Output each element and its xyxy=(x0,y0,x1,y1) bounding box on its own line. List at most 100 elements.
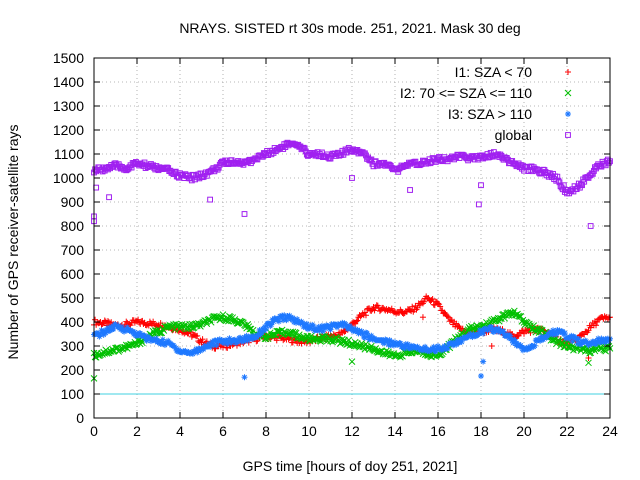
x-tick-label: 24 xyxy=(602,423,618,439)
x-tick-label: 12 xyxy=(344,423,360,439)
x-tick-label: 16 xyxy=(430,423,446,439)
data-point xyxy=(286,330,294,338)
data-point xyxy=(298,340,305,347)
x-axis-label: GPS time [hours of doy 251, 2021] xyxy=(243,458,458,474)
data-point xyxy=(274,328,282,335)
data-point xyxy=(361,309,368,316)
data-point xyxy=(357,313,364,320)
data-point xyxy=(156,329,163,337)
legend-marker xyxy=(565,111,571,117)
y-axis-label: Number of GPS receiver-satellite rays xyxy=(5,125,21,360)
data-point xyxy=(244,321,252,328)
data-point xyxy=(364,344,372,352)
data-point xyxy=(428,297,435,304)
data-point xyxy=(500,328,507,335)
data-point xyxy=(376,308,383,315)
y-tick-label: 800 xyxy=(61,218,85,234)
data-point xyxy=(589,171,596,177)
data-point xyxy=(515,332,522,339)
data-point xyxy=(521,330,527,337)
outlier-point xyxy=(475,201,482,208)
x-tick-label: 4 xyxy=(176,423,184,439)
data-point xyxy=(157,329,165,337)
data-point xyxy=(157,320,164,327)
outlier-point xyxy=(585,355,592,361)
series-group xyxy=(90,139,614,382)
data-point xyxy=(101,317,108,324)
x-tick-label: 8 xyxy=(262,423,270,439)
data-point xyxy=(284,330,291,338)
data-point xyxy=(431,302,438,309)
data-point xyxy=(99,320,106,327)
outlier-point xyxy=(207,196,213,203)
data-point xyxy=(374,302,381,309)
data-point xyxy=(275,318,282,325)
data-point xyxy=(104,318,111,325)
data-point xyxy=(273,337,280,344)
x-tick-label: 18 xyxy=(473,423,489,439)
data-point xyxy=(289,339,296,346)
data-point xyxy=(94,352,102,359)
legend-marker xyxy=(564,89,572,97)
outlier-point xyxy=(106,194,112,201)
y-tick-label: 600 xyxy=(61,266,85,282)
data-point xyxy=(531,342,538,349)
y-tick-label: 500 xyxy=(61,290,85,306)
data-point xyxy=(91,353,99,361)
y-tick-label: 1200 xyxy=(53,122,84,138)
x-tick-label: 10 xyxy=(301,423,317,439)
y-tick-label: 200 xyxy=(61,362,85,378)
data-point xyxy=(123,318,130,325)
x-tick-label: 6 xyxy=(219,423,227,439)
series-4 xyxy=(91,139,613,229)
legend-label: I3: SZA > 110 xyxy=(448,106,532,122)
axis-ticks: 0 2 4 6 8 10 12 14 16 18 20 22 240100200300400500600… xyxy=(53,50,618,439)
y-tick-label: 100 xyxy=(61,386,85,402)
data-point xyxy=(444,345,451,352)
data-point xyxy=(277,330,285,338)
legend-label: I2: 70 <= SZA <= 110 xyxy=(400,85,532,101)
legend-label: I1: SZA < 70 xyxy=(455,64,533,80)
y-tick-label: 300 xyxy=(61,338,85,354)
data-point xyxy=(233,319,241,327)
legend-marker xyxy=(565,69,571,75)
y-tick-label: 1100 xyxy=(54,146,84,162)
data-point xyxy=(371,307,378,314)
data-point xyxy=(444,313,451,320)
data-point xyxy=(194,332,201,339)
data-point xyxy=(554,173,561,180)
data-point xyxy=(555,177,562,184)
outlier-point xyxy=(480,358,487,365)
data-point xyxy=(176,324,184,332)
data-point xyxy=(319,328,326,335)
y-tick-label: 1000 xyxy=(53,170,84,186)
outlier-point xyxy=(585,359,592,367)
data-point xyxy=(301,145,308,152)
data-point xyxy=(218,314,226,322)
outlier-point xyxy=(587,223,594,229)
data-point xyxy=(263,326,269,333)
data-point xyxy=(207,318,215,326)
data-point xyxy=(183,325,190,333)
data-point xyxy=(240,319,247,327)
y-tick-label: 1500 xyxy=(53,50,84,66)
data-point xyxy=(247,325,255,333)
data-point xyxy=(435,300,441,307)
outlier-point xyxy=(348,358,356,365)
data-point xyxy=(199,336,206,343)
outlier-point xyxy=(349,175,355,181)
data-point xyxy=(593,322,600,329)
data-point xyxy=(197,323,204,330)
data-point xyxy=(353,318,360,325)
outlier-point xyxy=(407,187,413,193)
outlier-point xyxy=(241,374,248,381)
legend-label: global xyxy=(495,127,532,143)
y-tick-label: 900 xyxy=(61,194,85,210)
data-point xyxy=(533,325,541,333)
data-point xyxy=(429,295,436,302)
outlier-point xyxy=(478,182,484,189)
x-tick-label: 0 xyxy=(90,423,98,439)
data-point xyxy=(437,303,444,310)
y-tick-label: 1300 xyxy=(53,98,84,114)
